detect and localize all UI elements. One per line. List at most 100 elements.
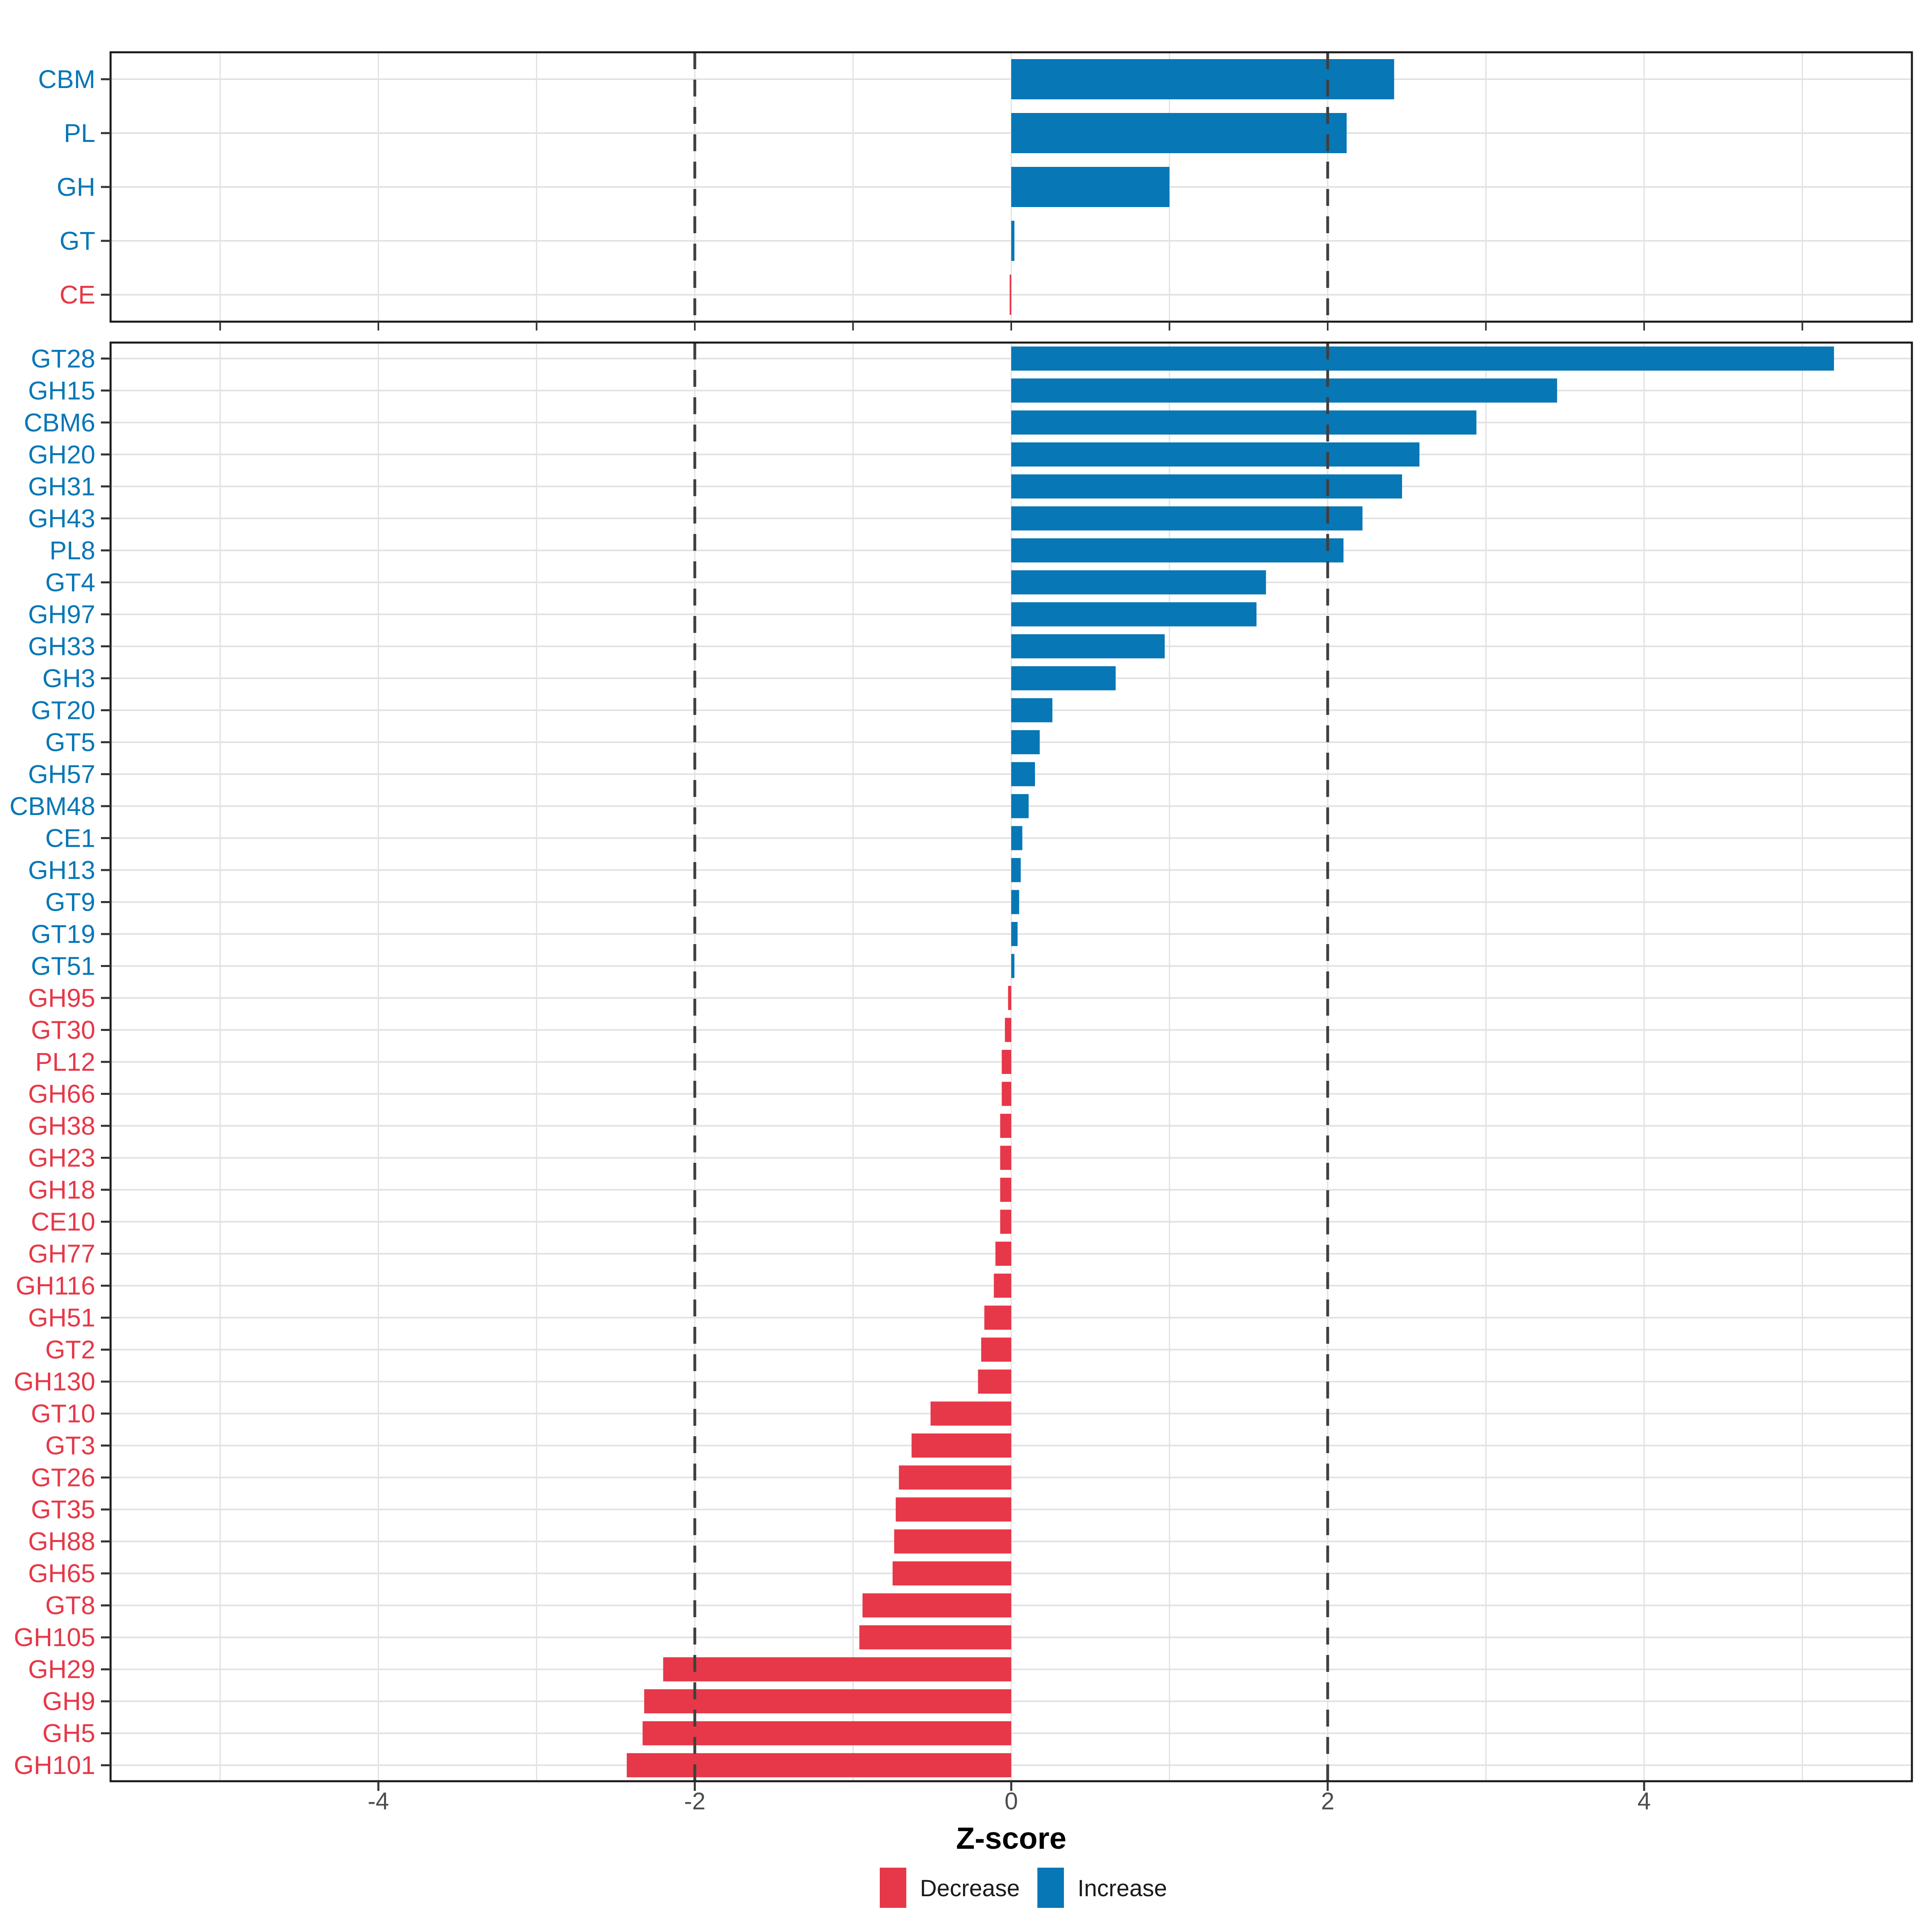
y-label-GT19: GT19	[31, 920, 95, 949]
bar-GH23	[1000, 1146, 1011, 1170]
bar-GH5	[643, 1721, 1011, 1745]
y-label-GH18: GH18	[28, 1175, 95, 1204]
bar-CBM	[1011, 59, 1394, 99]
y-label-GT30: GT30	[31, 1015, 95, 1044]
y-label-GT: GT	[60, 226, 95, 255]
bar-GH66	[1002, 1082, 1011, 1106]
y-label-GH15: GH15	[28, 376, 95, 405]
bar-CE1	[1011, 826, 1022, 850]
bar-GT4	[1011, 570, 1266, 595]
panels: CBMPLGHGTCEGT28GH15CBM6GH20GH31GH43PL8GT…	[10, 51, 1913, 1815]
y-label-GH57: GH57	[28, 760, 95, 788]
bar-GT28	[1011, 346, 1834, 371]
y-label-GH3: GH3	[42, 664, 95, 693]
y-label-GH9: GH9	[42, 1687, 95, 1716]
x-tick-label--4: -4	[368, 1788, 389, 1815]
bar-GH9	[644, 1689, 1011, 1714]
x-tick-label-2: 2	[1321, 1788, 1334, 1815]
y-label-GH38: GH38	[28, 1111, 95, 1140]
y-label-GH116: GH116	[16, 1271, 95, 1300]
y-label-GH23: GH23	[28, 1144, 95, 1172]
bar-GT26	[899, 1465, 1011, 1490]
bar-GH20	[1011, 442, 1420, 467]
bar-GT3	[912, 1433, 1011, 1458]
bar-GH33	[1011, 634, 1165, 659]
y-label-GT9: GT9	[45, 887, 95, 916]
y-label-GH77: GH77	[28, 1239, 95, 1268]
bar-PL8	[1011, 538, 1344, 563]
y-label-GH51: GH51	[28, 1303, 95, 1332]
bar-GT9	[1011, 890, 1019, 914]
x-tick-label--2: -2	[684, 1788, 705, 1815]
y-label-CE1: CE1	[45, 823, 96, 852]
bar-GH105	[859, 1625, 1011, 1650]
bar-CBM48	[1011, 794, 1029, 818]
y-label-GH33: GH33	[28, 632, 95, 661]
bar-GT51	[1011, 954, 1014, 978]
panel-cazyme-classes: CBM PL GH GT CE	[38, 51, 1913, 331]
bar-GT8	[862, 1593, 1011, 1618]
bar-GT19	[1011, 922, 1018, 946]
legend-increase-swatch	[1037, 1868, 1064, 1908]
legend-increase-label: Increase	[1078, 1875, 1167, 1901]
bar-GT10	[930, 1401, 1011, 1426]
bar-GT5	[1011, 730, 1040, 754]
y-label-GH31: GH31	[28, 472, 95, 501]
bar-GH88	[894, 1529, 1011, 1554]
bar-CBM6	[1011, 410, 1476, 435]
y-label-GH43: GH43	[28, 504, 95, 533]
y-label-GT5: GT5	[45, 728, 95, 757]
bar-CE	[1010, 275, 1011, 315]
y-label-GH130: GH130	[14, 1367, 95, 1396]
y-label-PL12: PL12	[35, 1047, 95, 1076]
bar-GT30	[1005, 1018, 1011, 1042]
y-label-GH20: GH20	[28, 440, 95, 469]
bar-GH15	[1011, 378, 1557, 403]
y-label-GT51: GT51	[31, 951, 95, 980]
bar-GH18	[1000, 1178, 1011, 1202]
bar-GH38	[1000, 1114, 1011, 1138]
y-label-PL: PL	[64, 119, 95, 148]
bar-GT20	[1011, 698, 1053, 723]
x-tick-label-0: 0	[1004, 1788, 1018, 1815]
y-label-GH105: GH105	[14, 1623, 95, 1652]
bar-GH31	[1011, 474, 1402, 499]
y-label-GT26: GT26	[31, 1463, 95, 1492]
y-label-GT8: GT8	[45, 1591, 95, 1620]
bar-GT2	[981, 1337, 1011, 1362]
y-label-GH66: GH66	[28, 1080, 95, 1109]
y-label-GH13: GH13	[28, 856, 95, 885]
y-label-GH5: GH5	[42, 1719, 95, 1748]
x-tick-label-4: 4	[1637, 1788, 1651, 1815]
bar-GH51	[984, 1306, 1011, 1330]
y-label-GT4: GT4	[45, 568, 95, 597]
y-label-GT2: GT2	[45, 1335, 95, 1364]
y-label-GT3: GT3	[45, 1431, 95, 1460]
bar-PL	[1011, 113, 1347, 153]
y-label-CE: CE	[60, 280, 95, 309]
bar-GH3	[1011, 666, 1116, 690]
y-label-GT28: GT28	[31, 344, 95, 373]
legend-decrease-label: Decrease	[920, 1875, 1020, 1901]
bar-GH13	[1011, 858, 1021, 882]
bar-GH29	[663, 1657, 1011, 1682]
x-axis-title: Z-score	[956, 1821, 1067, 1856]
bar-GH65	[892, 1561, 1011, 1586]
bar-GH57	[1011, 762, 1035, 786]
bar-GT	[1011, 221, 1014, 261]
y-label-GH97: GH97	[28, 600, 95, 629]
legend: Decrease Increase	[880, 1868, 1167, 1908]
y-label-GT10: GT10	[31, 1399, 95, 1428]
bar-GT35	[895, 1497, 1011, 1522]
y-label-GT20: GT20	[31, 696, 95, 725]
y-label-GH95: GH95	[28, 983, 95, 1012]
bar-GH	[1011, 167, 1170, 207]
bar-CE10	[1000, 1209, 1011, 1234]
y-label-GT35: GT35	[31, 1495, 95, 1524]
bar-GH101	[626, 1753, 1011, 1778]
y-label-GH65: GH65	[28, 1559, 95, 1588]
y-label-CE10: CE10	[31, 1207, 95, 1236]
y-label-GH88: GH88	[28, 1527, 95, 1556]
y-label-PL8: PL8	[49, 536, 95, 565]
